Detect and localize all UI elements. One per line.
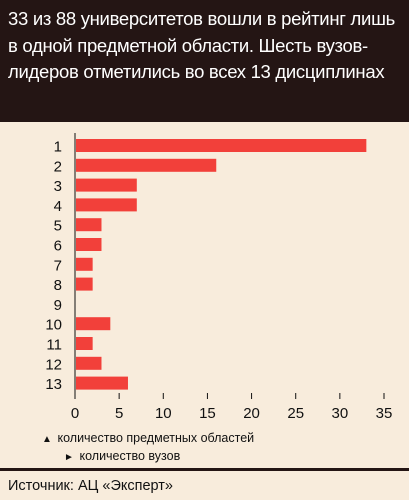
- legend-categories-label: количество предметных областей: [57, 431, 255, 445]
- x-tick-label: 25: [287, 405, 304, 422]
- y-tick-label: 6: [54, 238, 62, 255]
- bar: [76, 238, 102, 251]
- bar: [76, 277, 93, 291]
- x-tick-label: 35: [376, 405, 393, 422]
- y-tick-label: 3: [54, 178, 62, 195]
- legend-categories: ▲ количество предметных областей: [42, 431, 254, 445]
- x-tick-label: 30: [332, 405, 349, 422]
- y-tick-label: 11: [46, 337, 62, 354]
- source-text: Источник: АЦ «Эксперт»: [8, 478, 173, 494]
- footer-divider: [0, 468, 409, 470]
- header-banner: 33 из 88 университетов вошли в рейтинг л…: [0, 0, 409, 122]
- x-tick-label: 15: [199, 405, 216, 422]
- x-tick-label: 0: [71, 405, 79, 422]
- triangle-right-icon: ►: [64, 452, 74, 463]
- bar: [76, 337, 93, 350]
- y-tick-label: 13: [45, 376, 62, 393]
- y-tick-label: 12: [45, 356, 62, 373]
- bar: [76, 376, 128, 390]
- bar: [76, 356, 102, 370]
- y-tick-label: 2: [54, 158, 62, 175]
- legend-values: ► количество вузов: [64, 449, 180, 463]
- chart-title: 33 из 88 университетов вошли в рейтинг л…: [8, 8, 395, 82]
- bar: [76, 317, 111, 331]
- y-tick-label: 8: [54, 277, 62, 294]
- x-tick-label: 10: [155, 405, 172, 422]
- y-tick-label: 7: [54, 257, 62, 274]
- source-footer: Источник: АЦ «Эксперт»: [0, 470, 409, 501]
- y-tick-label: 4: [54, 198, 62, 215]
- x-tick-label: 5: [115, 405, 123, 422]
- x-tick-label: 20: [243, 405, 260, 422]
- legend-values-label: количество вузов: [79, 449, 181, 463]
- bar: [76, 218, 102, 232]
- y-tick-label: 10: [45, 317, 62, 334]
- bar: [76, 257, 93, 271]
- bar: [76, 139, 367, 152]
- bar: [76, 178, 137, 192]
- y-tick-label: 1: [54, 139, 62, 156]
- bar: [76, 158, 217, 172]
- triangle-up-icon: ▲: [42, 434, 52, 445]
- y-tick-label: 9: [54, 297, 62, 314]
- y-tick-label: 5: [54, 218, 62, 235]
- bar: [76, 198, 137, 212]
